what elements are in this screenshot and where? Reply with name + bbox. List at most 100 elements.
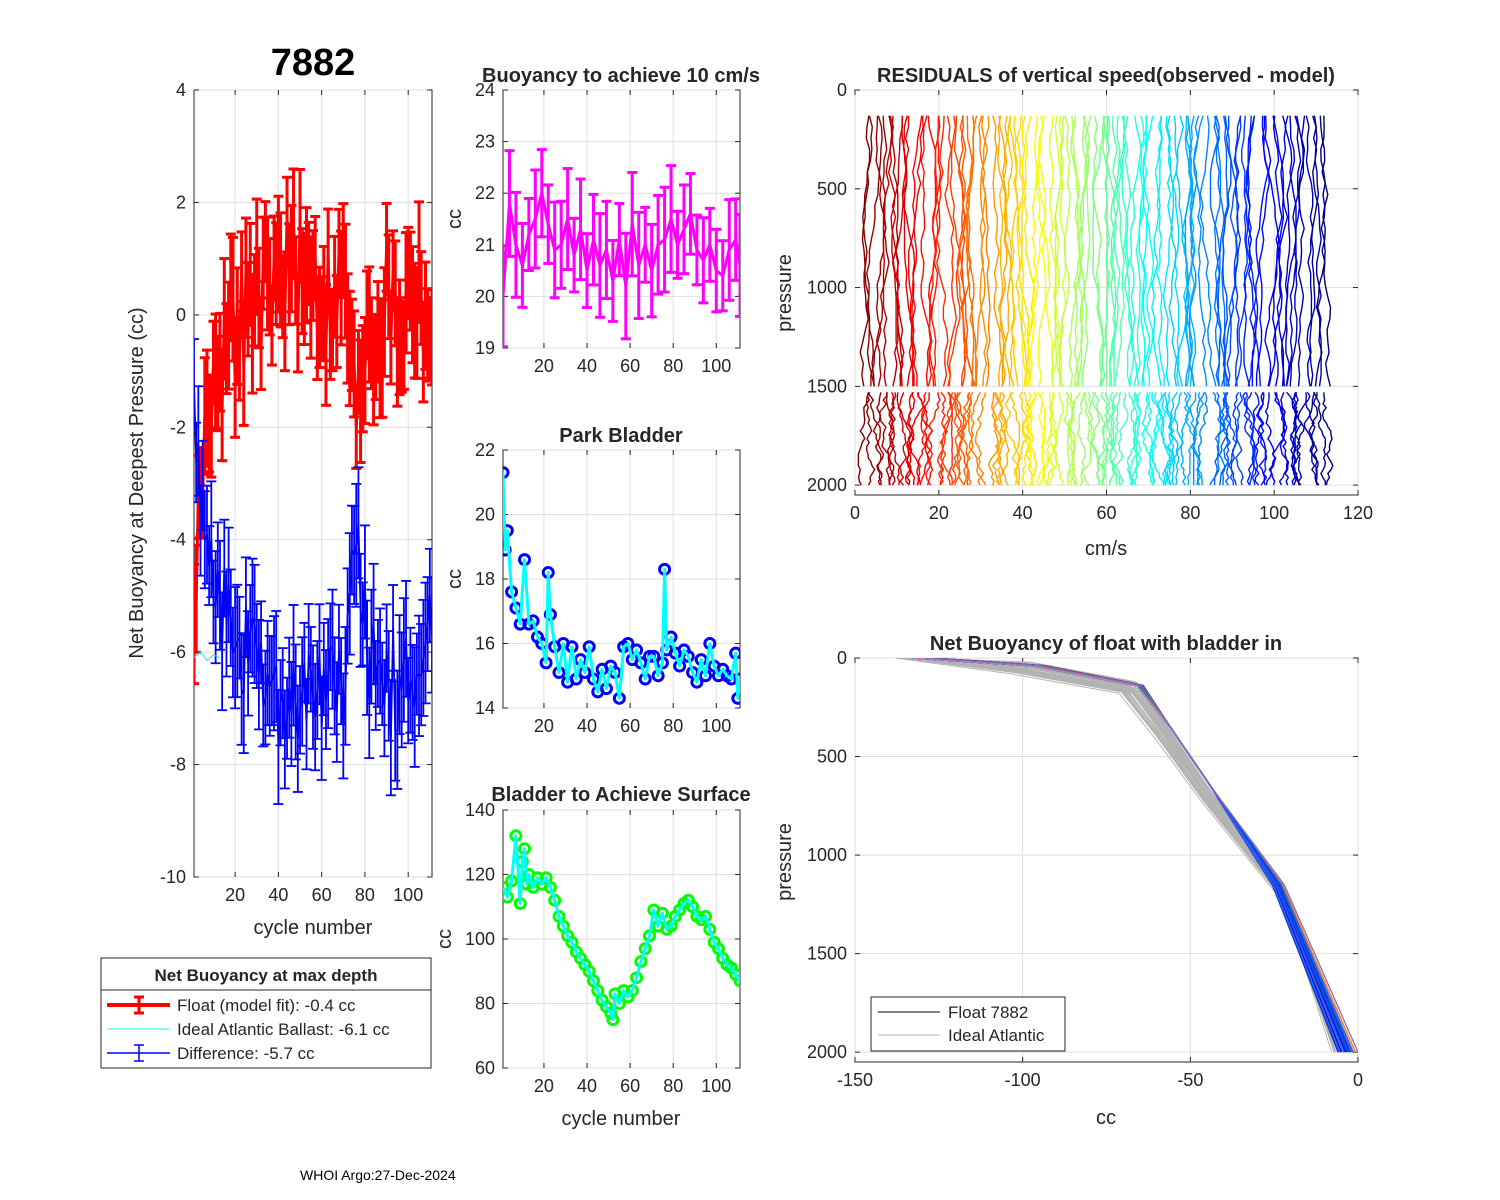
x-tick-label: 40 (577, 1076, 597, 1096)
residual-profile (1068, 392, 1076, 486)
y-tick-label: 4 (176, 80, 186, 100)
residual-profile (1167, 391, 1179, 486)
y-tick-label: 0 (837, 80, 847, 100)
x-tick-label: 100 (1259, 503, 1289, 523)
residual-profile (1037, 115, 1051, 387)
residuals-xlabel: cm/s (1085, 538, 1127, 560)
residual-profile (1226, 115, 1242, 387)
residual-profile (1063, 391, 1078, 486)
bladder-surface-line (503, 834, 740, 1022)
x-tick-label: -150 (837, 1070, 873, 1090)
residual-profile (1048, 115, 1062, 387)
residual-profile (1199, 115, 1217, 387)
residual-profile (1264, 115, 1280, 387)
y-tick-label: 21 (475, 235, 495, 255)
x-tick-label: 80 (663, 1076, 683, 1096)
y-tick-label: -6 (170, 642, 186, 662)
residual-profile (1184, 115, 1196, 387)
residual-profile (1121, 115, 1135, 387)
legend-difference-symbol (107, 1044, 170, 1062)
net-buoyancy-bladder-ticks: -150 -100 -50 0 0 500 1000 1500 2000 (807, 648, 1363, 1090)
y-tick-label: 80 (475, 994, 495, 1014)
x-tick-label: 20 (225, 885, 245, 905)
x-tick-label: 60 (1096, 503, 1116, 523)
x-tick-label: 80 (663, 716, 683, 736)
residual-profile (1280, 115, 1296, 387)
residual-profile (1026, 115, 1039, 387)
residual-profile (995, 391, 1006, 486)
bladder-surface-grid (503, 809, 740, 1069)
main-title: 7882 (271, 42, 356, 84)
net-buoyancy-bladder-panel: Net Buoyancy of float with bladder in -1… (774, 633, 1363, 1129)
y-tick-label: 19 (475, 338, 495, 358)
bladder-surface-marker (703, 922, 717, 936)
residual-profile (1306, 115, 1320, 387)
x-tick-label: 100 (701, 1076, 731, 1096)
residual-profile (1264, 392, 1276, 486)
residual-profile (1310, 392, 1319, 486)
residual-profile (977, 115, 991, 387)
y-tick-label: 1000 (807, 845, 847, 865)
residual-profile (1128, 392, 1139, 486)
residual-profile (1130, 115, 1142, 387)
residual-profile (1024, 391, 1037, 486)
residual-profile (966, 115, 978, 387)
residual-profile (875, 115, 890, 387)
bladder-surface-marker (733, 974, 740, 988)
park-bladder-marker (733, 672, 740, 686)
bladder-surface-panel: Bladder to Achieve Surface 20 40 60 80 100 60… (434, 784, 751, 1130)
residual-profile (1075, 115, 1091, 387)
park-bladder-ylabel: cc (444, 569, 466, 589)
residual-profile (1135, 115, 1145, 387)
residuals-ticks: 0 20 40 60 80 100 120 0 500 1000 1500 2000 (807, 80, 1373, 523)
x-tick-label: 120 (1343, 503, 1373, 523)
bladder-surface-marker (604, 1006, 618, 1020)
residual-profile (916, 392, 934, 486)
net-buoyancy-xlabel: cycle number (254, 917, 373, 939)
y-tick-label: 24 (475, 80, 495, 100)
residual-profile (925, 392, 941, 486)
residual-profile (1096, 392, 1111, 486)
bladder-surface-ylabel: cc (434, 929, 456, 949)
x-tick-label: 40 (577, 716, 597, 736)
residual-profile (1290, 392, 1298, 486)
residual-profile (961, 115, 976, 387)
y-tick-label: -8 (170, 755, 186, 775)
residual-profile (1216, 391, 1226, 486)
residual-profile (867, 391, 882, 486)
net-buoyancy-ticks: 20 40 60 80 100 -10 -8 -6 -4 -2 0 2 4 (160, 80, 432, 905)
residuals-title: RESIDUALS of vertical speed(observed - m… (877, 65, 1335, 87)
residual-profile (1145, 391, 1157, 486)
y-tick-label: 2000 (807, 1042, 847, 1062)
x-tick-label: 20 (534, 1076, 554, 1096)
residual-profile (865, 391, 876, 486)
y-tick-label: 60 (475, 1058, 495, 1078)
residual-profile (891, 115, 904, 387)
residual-profile (1230, 391, 1240, 486)
y-tick-label: -10 (160, 867, 186, 887)
x-tick-label: 40 (1013, 503, 1033, 523)
residual-profile (876, 392, 888, 486)
residual-profile (1113, 115, 1126, 387)
legend-difference-label: Difference: -5.7 cc (177, 1044, 315, 1063)
residual-profile (1009, 115, 1019, 387)
residual-profile (888, 392, 905, 486)
residual-profile (1036, 392, 1050, 486)
residual-profile (886, 392, 895, 486)
residual-profile (1109, 115, 1121, 387)
residual-profile (1312, 391, 1327, 486)
residual-profile (1213, 392, 1231, 486)
y-tick-label: 140 (465, 800, 495, 820)
residual-profile (1245, 392, 1256, 486)
legend-float-symbol (107, 995, 170, 1015)
y-tick-label: 1500 (807, 376, 847, 396)
net-buoyancy-ylabel: Net Buoyancy at Deepest Pressure (cc) (126, 307, 148, 658)
x-tick-label: -50 (1177, 1070, 1203, 1090)
residual-profile (1247, 115, 1261, 387)
park-bladder-line (503, 472, 740, 700)
residual-profile (1151, 115, 1163, 387)
residual-profile (1234, 115, 1242, 387)
residual-profile (1100, 115, 1111, 387)
residual-profile (1255, 115, 1271, 387)
